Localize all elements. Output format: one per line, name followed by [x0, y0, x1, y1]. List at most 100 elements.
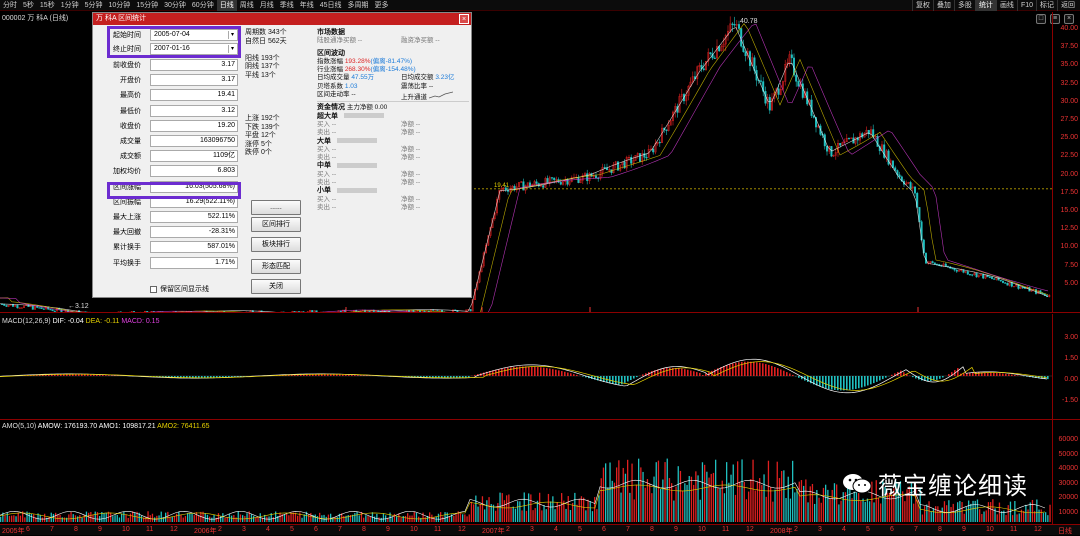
period-tab-0[interactable]: 分时 [0, 0, 20, 11]
candle-body [714, 58, 716, 59]
amo-bar [123, 512, 124, 522]
fund-net: 净额 -- [401, 154, 420, 162]
dialog-button-4[interactable]: 关闭 [251, 279, 301, 294]
tool-button-5[interactable]: F10 [1017, 0, 1036, 11]
end-date-picker[interactable]: 2007-01-16▾ [150, 43, 238, 55]
dialog-titlebar[interactable]: 万 科A 区间统计 × [93, 13, 471, 25]
amo-bar [396, 517, 397, 522]
period-tab-15[interactable]: 多周期 [345, 0, 372, 11]
stat-label: 收盘价 [120, 120, 141, 133]
chevron-down-icon[interactable]: ▾ [228, 31, 236, 39]
macd-chart[interactable] [0, 328, 1052, 418]
index-change-label: 指数涨幅 [317, 58, 343, 65]
dialog-button-2[interactable]: 板块排行 [251, 237, 301, 252]
close-icon[interactable]: × [459, 14, 469, 24]
period-tab-12[interactable]: 季线 [277, 0, 297, 11]
amo-bar [95, 512, 96, 522]
period-tab-13[interactable]: 年线 [297, 0, 317, 11]
amo-bar [295, 513, 296, 522]
candle-body [971, 275, 973, 276]
macd-bar [846, 376, 848, 390]
amo-bar [1025, 505, 1026, 522]
wechat-icon [842, 473, 872, 495]
amo-bar [722, 481, 723, 522]
amo-bar [231, 516, 232, 522]
tool-button-6[interactable]: 标记 [1036, 0, 1057, 11]
amo-bar [1016, 514, 1017, 522]
candle-body [547, 178, 549, 182]
period-tab-4[interactable]: 5分钟 [82, 0, 106, 11]
amo-bar [227, 517, 228, 522]
tool-button-3[interactable]: 统计 [975, 0, 996, 11]
macd-bar [957, 368, 959, 376]
macd-bar [855, 376, 857, 389]
period-tab-10[interactable]: 周线 [237, 0, 257, 11]
amo-bar [526, 511, 527, 522]
amo-bar [711, 474, 712, 522]
amo-header: AMO(5,10) AMOW: 176193.70 AMO1: 109817.2… [2, 423, 210, 430]
macd-header: MACD(12,26,9) DIF: -0.04 DEA: -0.11 MACD… [2, 318, 159, 325]
period-tab-8[interactable]: 60分钟 [189, 0, 217, 11]
amo-bar [77, 516, 78, 522]
amo-bar [656, 462, 657, 522]
amo-bar [132, 511, 133, 522]
amo-bar [713, 473, 714, 522]
macd-bar [738, 362, 740, 376]
amo-bar [977, 500, 978, 522]
amo-bar [777, 462, 778, 522]
index-change: 193.28% [345, 58, 371, 65]
macd-value: MACD: 0.15 [121, 318, 159, 325]
macd-bar [735, 363, 737, 376]
amo-bar [928, 501, 929, 522]
amo-bar [627, 460, 628, 522]
macd-bar [633, 376, 635, 379]
macd-bar [747, 362, 749, 376]
period-tab-5[interactable]: 10分钟 [106, 0, 134, 11]
amo-bar [638, 459, 639, 522]
period-tab-16[interactable]: 更多 [372, 0, 392, 11]
tool-button-4[interactable]: 画线 [996, 0, 1017, 11]
amo-bar [422, 513, 423, 522]
dialog-button-0[interactable]: ...... [251, 200, 301, 215]
checkbox-box[interactable] [150, 286, 157, 293]
keep-range-checkbox[interactable]: 保留区间显示线 [150, 284, 209, 294]
candle-body [894, 168, 896, 171]
period-tab-1[interactable]: 5秒 [20, 0, 37, 11]
amo-bar [704, 465, 705, 522]
dialog-button-1[interactable]: 区间排行 [251, 217, 301, 232]
chevron-down-icon[interactable]: ▾ [228, 45, 236, 53]
dialog-button-3[interactable]: 形态匹配 [251, 259, 301, 274]
tool-button-1[interactable]: 叠加 [933, 0, 954, 11]
amo-bar [482, 496, 483, 522]
amo-bar [975, 501, 976, 522]
tool-button-2[interactable]: 多股 [954, 0, 975, 11]
amo-bar [515, 509, 516, 522]
period-tab-7[interactable]: 30分钟 [161, 0, 189, 11]
amo-bar [862, 499, 863, 522]
macd-bar [618, 376, 620, 384]
period-tab-6[interactable]: 15分钟 [133, 0, 161, 11]
amo-bar [955, 511, 956, 522]
macd-bar [852, 376, 854, 390]
amo-bar [444, 512, 445, 522]
amo-bar [128, 518, 129, 522]
macd-bar [234, 376, 236, 377]
candle-body [778, 89, 780, 95]
stat-label: 最大回撤 [113, 226, 141, 239]
amo-bar [337, 517, 338, 522]
period-tab-9[interactable]: 日线 [217, 0, 237, 11]
amo-bar [603, 468, 604, 522]
candle-body [899, 175, 901, 177]
period-tab-14[interactable]: 45日线 [317, 0, 345, 11]
period-tab-2[interactable]: 15秒 [37, 0, 58, 11]
tool-button-7[interactable]: 返回 [1057, 0, 1078, 11]
start-date-picker[interactable]: 2005-07-04▾ [150, 29, 238, 41]
period-tab-3[interactable]: 1分钟 [58, 0, 82, 11]
macd-bar [627, 376, 629, 381]
period-tab-11[interactable]: 月线 [257, 0, 277, 11]
tool-button-0[interactable]: 复权 [912, 0, 933, 11]
